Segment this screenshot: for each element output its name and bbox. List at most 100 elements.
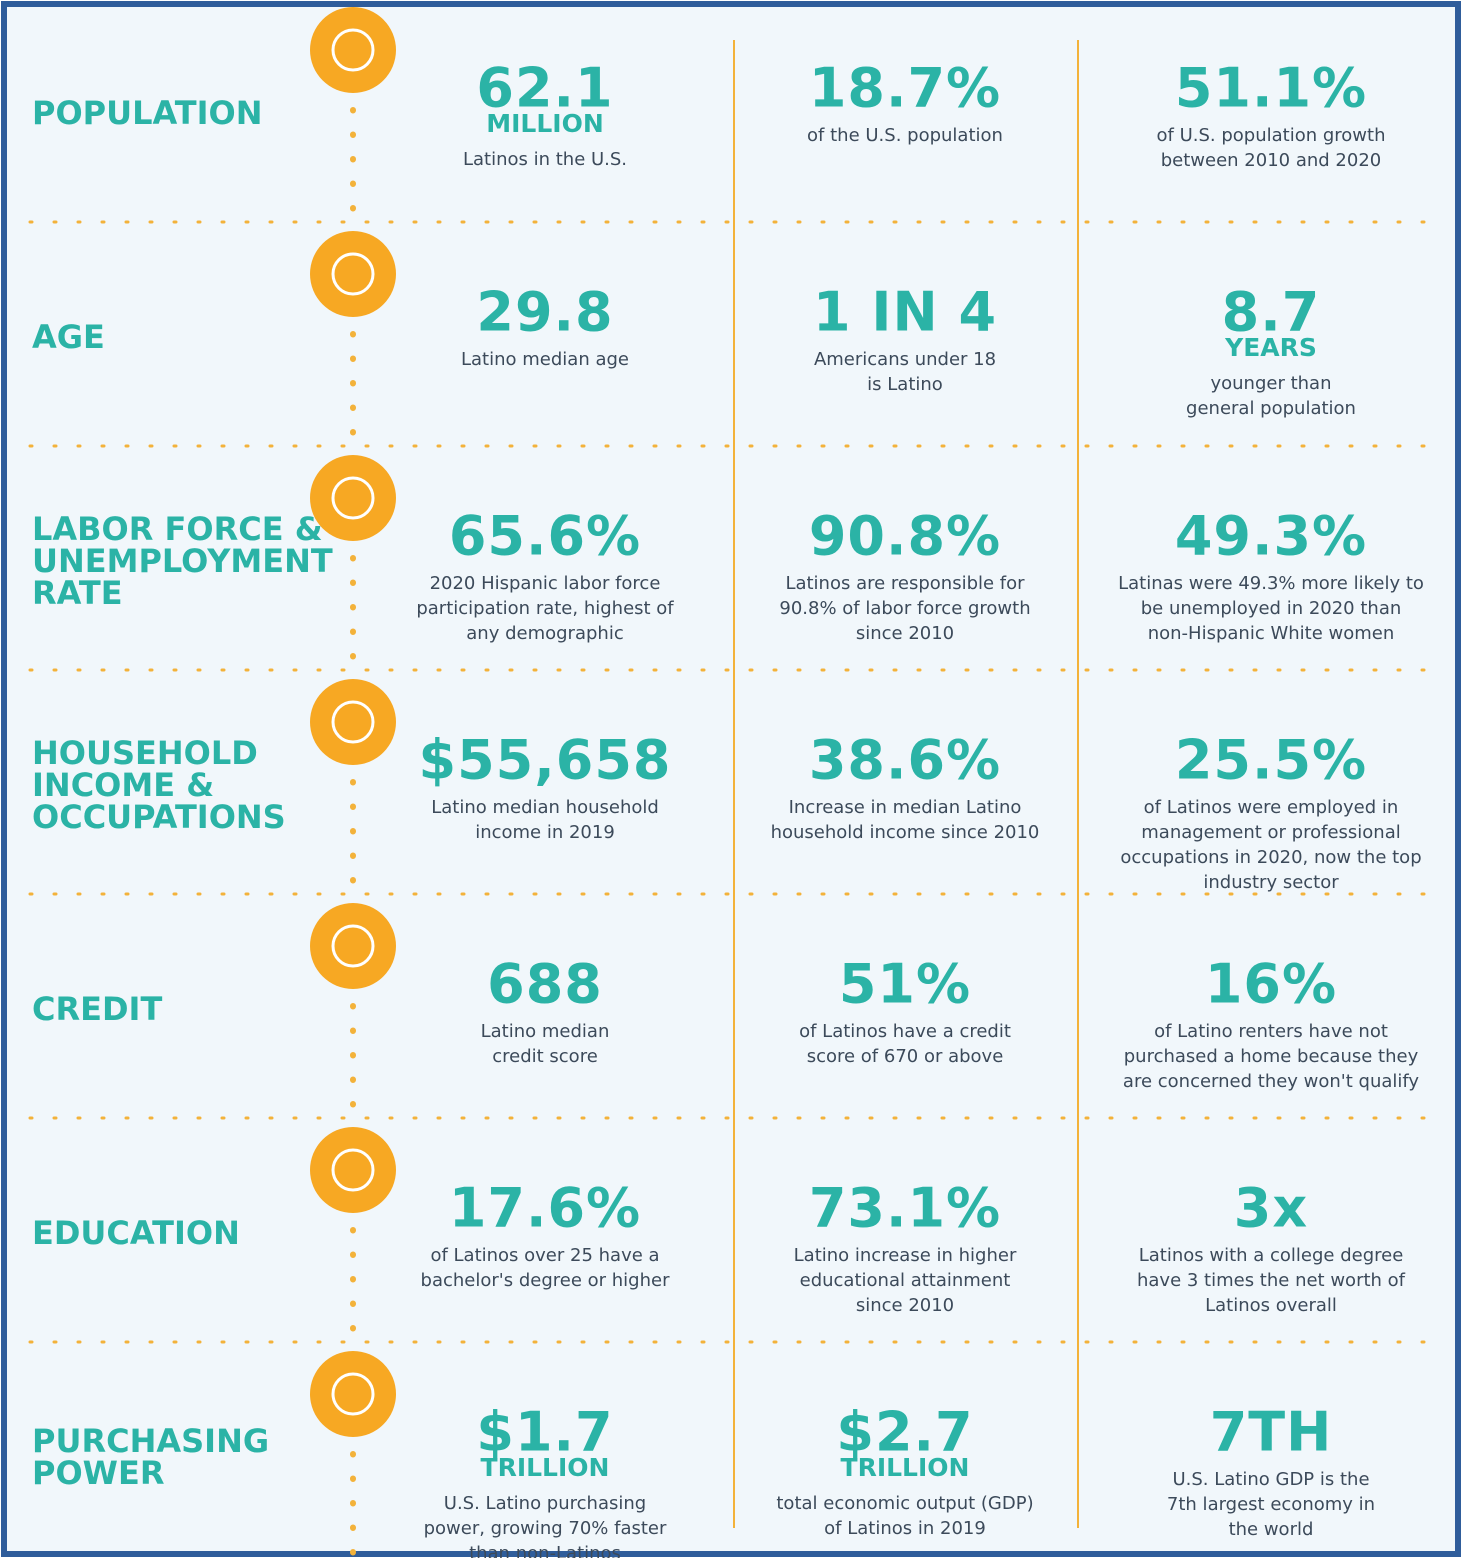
stat-desc: are concerned they won't qualify: [1123, 1071, 1420, 1092]
stat-value: 29.8: [476, 281, 613, 344]
stat-desc: score of 670 or above: [807, 1046, 1004, 1067]
stat-desc: Latinas were 49.3% more likely to: [1118, 573, 1424, 594]
stat-value: 7TH: [1210, 1401, 1333, 1464]
stat-desc: household income since 2010: [771, 822, 1040, 843]
stat-desc: Latino median age: [461, 349, 629, 370]
stat-desc: total economic output (GDP): [776, 1493, 1033, 1514]
stat-desc: non-Hispanic White women: [1148, 623, 1395, 644]
stat-desc: Latinos overall: [1205, 1295, 1337, 1316]
icon-circle: [310, 455, 396, 541]
stat-desc: since 2010: [856, 623, 954, 644]
stat-desc: U.S. Latino purchasing: [444, 1493, 646, 1514]
icon-glyph: [331, 476, 375, 520]
stat-desc: Americans under 18: [814, 349, 996, 370]
stat-desc: bachelor's degree or higher: [421, 1270, 671, 1291]
icon-glyph: [331, 1148, 375, 1192]
stat-desc: management or professional: [1141, 822, 1401, 843]
stat-value: 38.6%: [809, 729, 1001, 792]
row-label: HOUSEHOLD: [32, 734, 258, 772]
stat-desc: Increase in median Latino: [789, 797, 1022, 818]
row-label: PURCHASING: [32, 1422, 269, 1460]
stat-desc: younger than: [1210, 373, 1331, 394]
stat-desc: Latinos with a college degree: [1139, 1245, 1404, 1266]
row-label: UNEMPLOYMENT: [32, 542, 333, 580]
stat-unit: YEARS: [1224, 333, 1317, 362]
stat-value: 51%: [839, 953, 971, 1016]
stat-value: 16%: [1205, 953, 1337, 1016]
stat-desc: Latinos in the U.S.: [463, 149, 627, 170]
stat-desc: of Latinos have a credit: [799, 1021, 1011, 1042]
stat-desc: of Latinos over 25 have a: [430, 1245, 659, 1266]
icon-circle: [310, 903, 396, 989]
stat-value: 65.6%: [449, 505, 641, 568]
stat-desc: participation rate, highest of: [416, 598, 674, 619]
stat-value: 8.7: [1222, 281, 1321, 344]
icon-circle: [310, 1127, 396, 1213]
stat-desc: of the U.S. population: [807, 125, 1003, 146]
row-label: INCOME &: [32, 766, 214, 804]
stat-desc: industry sector: [1203, 872, 1339, 893]
stat-desc: between 2010 and 2020: [1161, 150, 1381, 171]
stat-desc: of Latino renters have not: [1154, 1021, 1388, 1042]
stat-desc: Latino increase in higher: [794, 1245, 1017, 1266]
stat-desc: income in 2019: [475, 822, 615, 843]
icon-circle: [310, 679, 396, 765]
stat-value: 3x: [1234, 1177, 1308, 1240]
stat-desc: Latino median: [481, 1021, 610, 1042]
stat-value: 17.6%: [449, 1177, 641, 1240]
icon-circle: [310, 1351, 396, 1437]
stat-desc: of Latinos were employed in: [1144, 797, 1399, 818]
icon-glyph: [331, 700, 375, 744]
icon-glyph: [331, 1372, 375, 1416]
stat-desc: Latino median household: [431, 797, 659, 818]
stat-desc: 90.8% of labor force growth: [779, 598, 1030, 619]
row-label: CREDIT: [32, 990, 162, 1028]
stat-desc: purchased a home because they: [1124, 1046, 1419, 1067]
stat-desc: occupations in 2020, now the top: [1120, 847, 1421, 868]
icon-glyph: [331, 28, 375, 72]
stat-value: 49.3%: [1175, 505, 1367, 568]
stat-value: 73.1%: [809, 1177, 1001, 1240]
stat-desc: 7th largest economy in: [1167, 1494, 1375, 1515]
stat-value: 1 IN 4: [813, 281, 997, 344]
stat-value: $2.7: [836, 1401, 973, 1464]
stat-value: 688: [487, 953, 603, 1016]
stat-desc: general population: [1186, 398, 1356, 419]
stat-value: $55,658: [419, 729, 672, 792]
stat-unit: MILLION: [486, 109, 604, 138]
row-label: AGE: [32, 318, 105, 356]
stat-desc: than non-Latinos: [469, 1543, 621, 1558]
stat-desc: educational attainment: [800, 1270, 1011, 1291]
stat-desc: any demographic: [466, 623, 623, 644]
stat-value: 51.1%: [1175, 57, 1367, 120]
stat-desc: of Latinos in 2019: [824, 1518, 986, 1539]
stat-value: 90.8%: [809, 505, 1001, 568]
row-label: POPULATION: [32, 94, 262, 132]
stat-unit: TRILLION: [841, 1453, 970, 1482]
row-label: RATE: [32, 574, 123, 612]
stat-desc: power, growing 70% faster: [424, 1518, 667, 1539]
stat-desc: be unemployed in 2020 than: [1141, 598, 1402, 619]
stat-value: 62.1: [476, 57, 613, 120]
stat-value: 25.5%: [1175, 729, 1367, 792]
stat-desc: 2020 Hispanic labor force: [430, 573, 661, 594]
row-label: EDUCATION: [32, 1214, 240, 1252]
stat-desc: Latinos are responsible for: [785, 573, 1025, 594]
stat-value: 18.7%: [809, 57, 1001, 120]
icon-glyph: [331, 252, 375, 296]
stat-desc: since 2010: [856, 1295, 954, 1316]
row-label: POWER: [32, 1454, 164, 1492]
row-label: LABOR FORCE &: [32, 510, 323, 548]
row-label: OCCUPATIONS: [32, 798, 286, 836]
stat-desc: the world: [1229, 1519, 1314, 1540]
icon-circle: [310, 7, 396, 93]
stat-desc: credit score: [492, 1046, 598, 1067]
stat-desc: is Latino: [867, 374, 943, 395]
stat-unit: TRILLION: [481, 1453, 610, 1482]
stat-desc: U.S. Latino GDP is the: [1172, 1469, 1369, 1490]
stat-desc: have 3 times the net worth of: [1137, 1270, 1406, 1291]
stat-desc: of U.S. population growth: [1157, 125, 1386, 146]
icon-circle: [310, 231, 396, 317]
